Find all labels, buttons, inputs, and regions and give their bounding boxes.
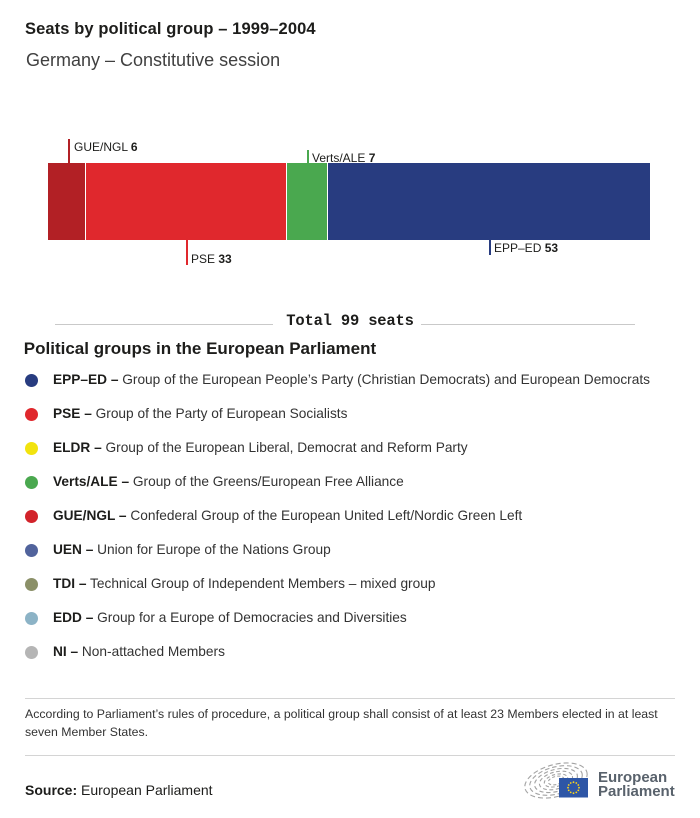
svg-text:European: European (598, 769, 667, 786)
svg-text:Parliament: Parliament (598, 783, 675, 800)
